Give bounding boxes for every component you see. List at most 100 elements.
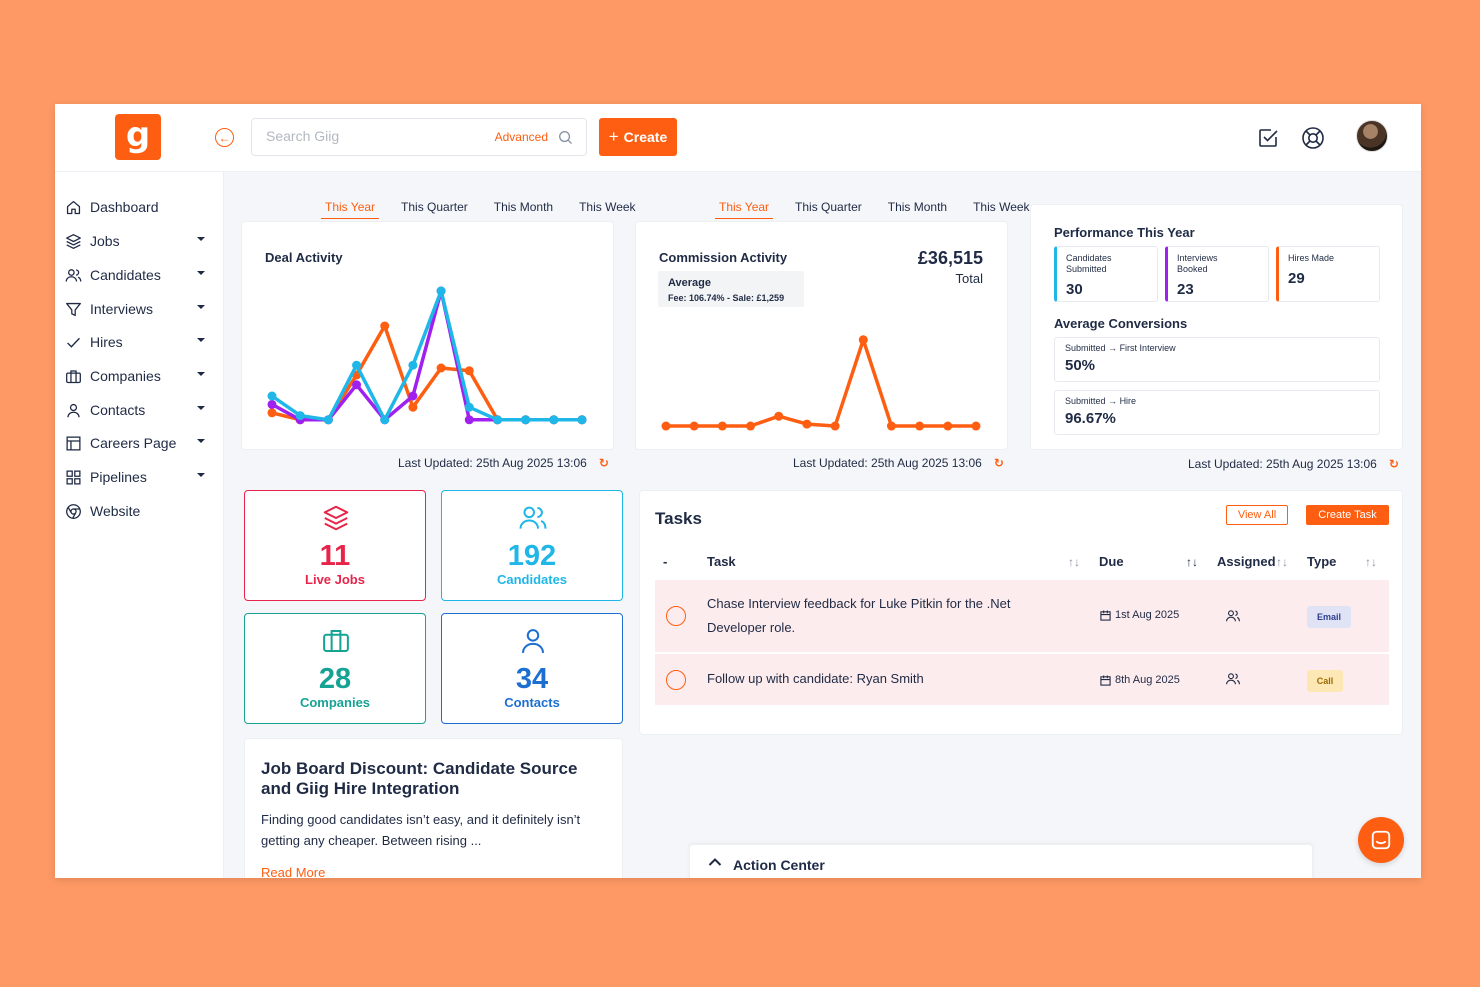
- refresh-icon[interactable]: ↻: [1388, 457, 1399, 471]
- chevron-down-icon[interactable]: [197, 237, 205, 241]
- read-more-link[interactable]: Read More: [261, 865, 326, 878]
- data-point[interactable]: [886, 421, 896, 431]
- data-point[interactable]: [661, 421, 671, 431]
- task-checkbox-icon[interactable]: [1256, 126, 1280, 150]
- data-point[interactable]: [830, 421, 840, 431]
- task-complete-checkbox[interactable]: [666, 670, 686, 690]
- chevron-down-icon[interactable]: [197, 271, 205, 275]
- data-point[interactable]: [746, 421, 756, 431]
- assigned-users-icon[interactable]: [1225, 608, 1241, 624]
- task-text[interactable]: Chase Interview feedback for Luke Pitkin…: [707, 596, 1011, 635]
- table-row[interactable]: Follow up with candidate: Ryan Smith 8th…: [655, 654, 1389, 705]
- data-point[interactable]: [267, 399, 277, 409]
- tab-this-week[interactable]: This Week: [973, 200, 1030, 214]
- sort-icon[interactable]: ↑↓: [1365, 555, 1377, 569]
- chevron-down-icon[interactable]: [197, 372, 205, 376]
- data-point[interactable]: [577, 415, 587, 425]
- sidebar-item-hires[interactable]: Hires: [65, 329, 205, 355]
- tab-this-quarter[interactable]: This Quarter: [795, 200, 862, 214]
- sort-ascending-icon[interactable]: ↑↓: [1186, 555, 1198, 569]
- user-avatar[interactable]: [1356, 120, 1388, 152]
- data-point[interactable]: [689, 421, 699, 431]
- data-point[interactable]: [492, 415, 502, 425]
- chevron-down-icon[interactable]: [197, 473, 205, 477]
- advanced-search-link[interactable]: Advanced: [494, 130, 548, 144]
- sort-icon[interactable]: ↑↓: [1276, 555, 1288, 569]
- tab-this-quarter[interactable]: This Quarter: [401, 200, 468, 214]
- view-all-button[interactable]: View All: [1226, 505, 1288, 525]
- chevron-up-icon[interactable]: [708, 857, 722, 867]
- data-point[interactable]: [943, 421, 953, 431]
- data-point[interactable]: [717, 421, 727, 431]
- data-point[interactable]: [915, 421, 925, 431]
- refresh-icon[interactable]: ↻: [598, 456, 609, 470]
- tab-this-year[interactable]: This Year: [321, 200, 380, 219]
- data-point[interactable]: [352, 360, 362, 370]
- data-point[interactable]: [267, 408, 277, 418]
- chevron-down-icon[interactable]: [197, 406, 205, 410]
- help-lifebuoy-icon[interactable]: [1301, 126, 1325, 150]
- column-header-task[interactable]: Task: [707, 554, 736, 569]
- data-point[interactable]: [380, 415, 390, 425]
- collapse-sidebar-icon[interactable]: ←: [215, 128, 234, 147]
- sidebar-item-contacts[interactable]: Contacts: [65, 397, 205, 423]
- data-point[interactable]: [521, 415, 531, 425]
- refresh-icon[interactable]: ↻: [993, 456, 1004, 470]
- sidebar-item-dashboard[interactable]: Dashboard: [65, 194, 205, 220]
- sidebar-item-website[interactable]: Website: [65, 498, 205, 524]
- assigned-users-icon[interactable]: [1225, 671, 1241, 687]
- sidebar-item-interviews[interactable]: Interviews: [65, 296, 205, 322]
- chat-button[interactable]: [1358, 817, 1404, 863]
- data-point[interactable]: [464, 415, 474, 425]
- chevron-down-icon[interactable]: [197, 439, 205, 443]
- data-point[interactable]: [774, 411, 784, 421]
- search-icon[interactable]: [558, 130, 573, 145]
- live-jobs-tile[interactable]: 11 Live Jobs: [244, 490, 426, 601]
- data-point[interactable]: [436, 363, 446, 373]
- blog-title[interactable]: Job Board Discount: Candidate Source and…: [261, 759, 578, 798]
- data-point[interactable]: [295, 411, 305, 421]
- data-point[interactable]: [352, 380, 362, 390]
- user-icon: [67, 403, 80, 417]
- data-point[interactable]: [858, 335, 868, 345]
- tab-this-month[interactable]: This Month: [887, 200, 948, 214]
- data-point[interactable]: [802, 419, 812, 429]
- data-point[interactable]: [380, 321, 390, 331]
- data-point[interactable]: [971, 421, 981, 431]
- data-point[interactable]: [436, 286, 446, 296]
- column-header-assigned[interactable]: Assigned: [1217, 554, 1276, 569]
- data-point[interactable]: [464, 366, 474, 376]
- data-point[interactable]: [267, 391, 277, 401]
- data-point[interactable]: [408, 391, 418, 401]
- action-center-bar[interactable]: Action Center: [689, 844, 1313, 878]
- create-task-button[interactable]: Create Task: [1306, 505, 1389, 525]
- sidebar-item-companies[interactable]: Companies: [65, 363, 205, 389]
- table-row[interactable]: Chase Interview feedback for Luke Pitkin…: [655, 580, 1389, 652]
- sort-icon[interactable]: ↑↓: [1068, 555, 1080, 569]
- companies-tile[interactable]: 28 Companies: [244, 613, 426, 724]
- task-text[interactable]: Follow up with candidate: Ryan Smith: [707, 671, 924, 686]
- data-point[interactable]: [408, 402, 418, 412]
- data-point[interactable]: [408, 360, 418, 370]
- create-button[interactable]: + Create: [599, 118, 677, 156]
- chevron-down-icon[interactable]: [197, 338, 205, 342]
- tab-this-week[interactable]: This Week: [579, 200, 636, 214]
- sidebar-item-candidates[interactable]: Candidates: [65, 262, 205, 288]
- tab-this-year[interactable]: This Year: [715, 200, 774, 219]
- search-input[interactable]: [266, 128, 466, 144]
- task-complete-checkbox[interactable]: [666, 606, 686, 626]
- sidebar-item-jobs[interactable]: Jobs: [65, 228, 205, 254]
- data-point[interactable]: [464, 402, 474, 412]
- sidebar-item-pipelines[interactable]: Pipelines: [65, 464, 205, 490]
- giig-logo[interactable]: g: [115, 114, 161, 160]
- sidebar-item-careers-page[interactable]: Careers Page: [65, 430, 205, 456]
- tile-label: Live Jobs: [305, 572, 365, 587]
- contacts-tile[interactable]: 34 Contacts: [441, 613, 623, 724]
- column-header-type[interactable]: Type: [1307, 554, 1337, 569]
- candidates-tile[interactable]: 192 Candidates: [441, 490, 623, 601]
- data-point[interactable]: [549, 415, 559, 425]
- tab-this-month[interactable]: This Month: [493, 200, 554, 214]
- data-point[interactable]: [323, 415, 333, 425]
- chevron-down-icon[interactable]: [197, 305, 205, 309]
- column-header-due[interactable]: Due: [1099, 554, 1124, 569]
